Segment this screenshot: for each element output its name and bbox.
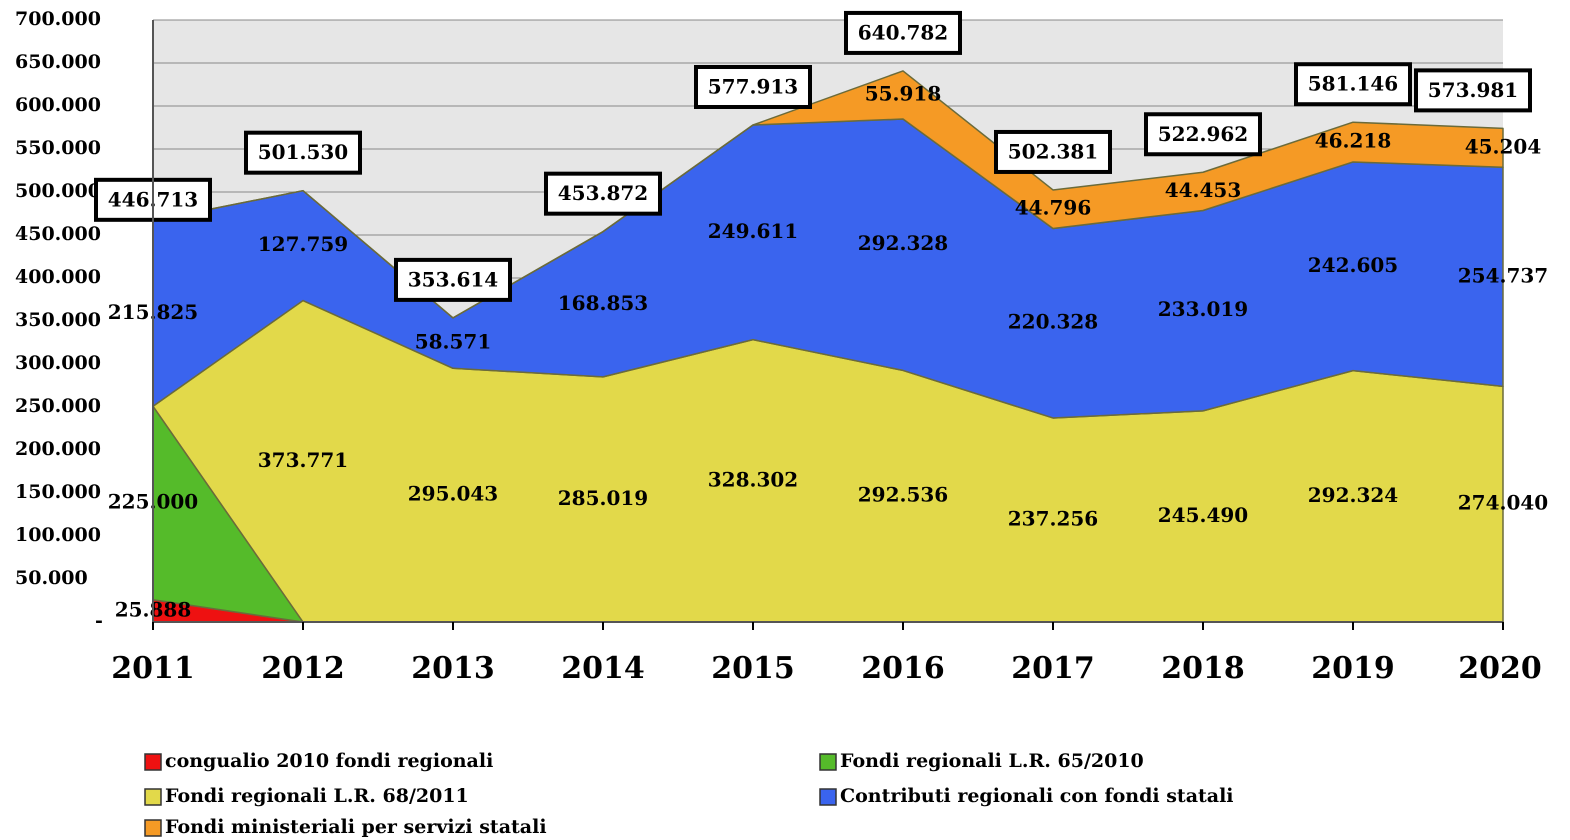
y-tick-label: 450.000: [15, 223, 101, 245]
legend-label: Fondi regionali L.R. 68/2011: [165, 785, 469, 807]
total-box: [994, 129, 1112, 174]
y-tick-label: 100.000: [15, 524, 101, 546]
y-tick-label: -: [95, 610, 103, 632]
data-label: 292.324: [1308, 483, 1399, 507]
y-tick-label: 300.000: [15, 352, 101, 374]
data-label: 233.019: [1158, 297, 1248, 321]
total-box: [1414, 68, 1532, 113]
legend-label: Fondi regionali L.R. 65/2010: [840, 750, 1144, 772]
data-label: 237.256: [1008, 506, 1098, 530]
x-tick-label: 2013: [411, 651, 495, 686]
data-label: 254.737: [1458, 263, 1548, 287]
data-label: 274.040: [1458, 491, 1548, 515]
x-tick-label: 2017: [1011, 651, 1095, 686]
total-box: [844, 10, 962, 55]
data-label: 55.918: [865, 81, 942, 105]
total-label: 573.981: [1428, 78, 1518, 102]
y-tick-label: 400.000: [15, 266, 101, 288]
x-tick-label: 2011: [111, 651, 195, 686]
y-tick-label: 200.000: [15, 438, 101, 460]
data-label: 295.043: [408, 482, 498, 506]
data-label: 285.019: [558, 486, 648, 510]
legend-label: Contributi regionali con fondi statali: [840, 785, 1234, 807]
legend-swatch: [819, 753, 837, 771]
total-box: [394, 257, 512, 302]
data-label: 44.453: [1165, 178, 1242, 202]
y-tick-label: 700.000: [15, 8, 101, 30]
y-tick-label: 600.000: [15, 94, 101, 116]
data-label: 127.759: [258, 232, 348, 256]
y-tick-label: 350.000: [15, 309, 101, 331]
x-tick-label: 2016: [861, 651, 945, 686]
data-label: 373.771: [258, 448, 348, 472]
total-label: 502.381: [1008, 139, 1098, 163]
data-label: 58.571: [415, 330, 492, 354]
data-label: 242.605: [1308, 253, 1398, 277]
y-tick-label: 550.000: [15, 137, 101, 159]
legend-swatch: [144, 788, 162, 806]
data-label: 45.204: [1465, 134, 1542, 158]
data-label: 249.611: [708, 219, 798, 243]
x-tick-label: 2018: [1161, 651, 1245, 686]
data-label: 220.328: [1008, 310, 1098, 334]
data-label: 292.536: [858, 483, 948, 507]
total-label: 581.146: [1308, 72, 1398, 96]
legend-label: congualio 2010 fondi regionali: [165, 750, 493, 772]
data-label: 292.328: [858, 231, 948, 255]
x-tick-label: 2020: [1458, 651, 1542, 686]
total-label: 453.872: [558, 181, 648, 205]
total-box: [544, 171, 662, 216]
legend-swatch: [819, 788, 837, 806]
y-tick-label: 150.000: [15, 481, 101, 503]
x-tick-label: 2015: [711, 651, 795, 686]
total-box: [694, 64, 812, 109]
legend-swatch: [144, 819, 162, 837]
y-tick-label: 500.000: [15, 180, 101, 202]
y-tick-label: 650.000: [15, 51, 101, 73]
legend-label: Fondi ministeriali per servizi statali: [165, 816, 547, 838]
legend-swatch: [144, 753, 162, 771]
x-tick-label: 2012: [261, 651, 345, 686]
y-tick-label: 50.000: [15, 567, 88, 589]
y-tick-label: 250.000: [15, 395, 101, 417]
total-label: 353.614: [408, 267, 499, 291]
total-box: [1294, 62, 1412, 107]
total-label: 577.913: [708, 74, 798, 98]
data-label: 245.490: [1158, 503, 1248, 527]
data-label: 168.853: [558, 291, 648, 315]
data-label: 44.796: [1015, 196, 1092, 220]
total-label: 501.530: [258, 140, 348, 164]
data-label: 46.218: [1315, 129, 1392, 153]
total-label: 522.962: [1158, 122, 1248, 146]
data-label: 328.302: [708, 467, 798, 491]
x-tick-label: 2019: [1311, 651, 1395, 686]
total-box: [244, 130, 362, 175]
x-tick-label: 2014: [561, 651, 645, 686]
total-label: 640.782: [858, 20, 948, 44]
total-box: [1144, 112, 1262, 157]
